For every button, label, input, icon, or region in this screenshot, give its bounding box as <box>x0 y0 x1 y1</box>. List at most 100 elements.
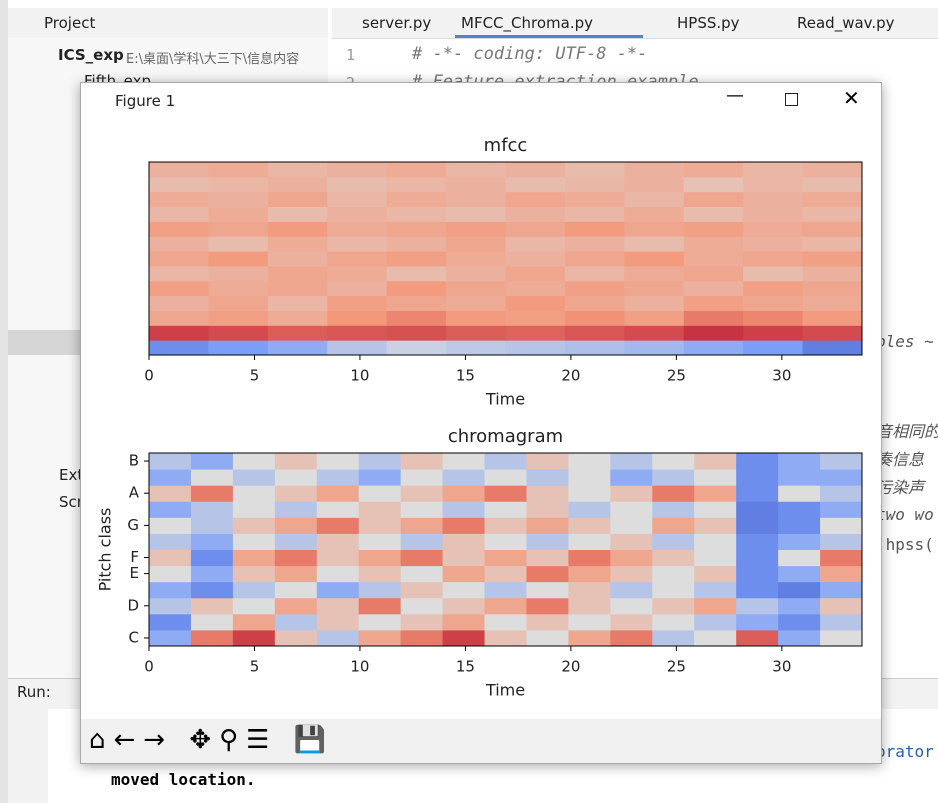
heatmap-cell <box>778 533 821 550</box>
heatmap-cell <box>683 251 744 267</box>
heatmap-cell <box>568 597 611 615</box>
tab[interactable]: MFCC_Chroma.py <box>461 14 593 32</box>
heatmap-cell <box>149 310 209 326</box>
code-fragment: 污染声 <box>876 478 925 497</box>
heatmap-cell <box>505 221 566 237</box>
heatmap-cell <box>149 236 209 252</box>
heatmap-cell <box>484 501 527 518</box>
heatmap-cell <box>610 629 653 647</box>
heatmap-cell <box>743 280 804 297</box>
tab[interactable]: HPSS.py <box>677 14 740 32</box>
heatmap-cell <box>778 453 821 470</box>
heatmap-cell <box>778 517 821 534</box>
x-tick-label: 0 <box>144 658 154 676</box>
x-tick-label: 10 <box>350 658 369 676</box>
heatmap-cell <box>505 162 566 178</box>
heatmap-cell <box>564 265 625 282</box>
heatmap-cell <box>802 176 863 193</box>
x-axis-label: Time <box>485 681 525 700</box>
heatmap-cell <box>568 613 611 631</box>
heatmap-cell <box>274 629 318 647</box>
heatmap-cell <box>564 221 625 237</box>
heatmap-cell <box>778 629 821 647</box>
project-label[interactable]: Project <box>44 14 96 32</box>
heatmap-cell <box>208 325 269 341</box>
x-tick-label: 10 <box>350 367 369 385</box>
heatmap-cell <box>568 565 611 583</box>
heatmap-cell <box>683 295 744 311</box>
heatmap-cell <box>820 501 863 518</box>
close-button[interactable]: ✕ <box>843 86 860 110</box>
heatmap-cell <box>624 280 685 297</box>
heatmap-cell <box>568 549 611 567</box>
heatmap-cell <box>327 191 388 208</box>
heatmap-cell <box>802 265 863 282</box>
heatmap-cell <box>232 549 276 567</box>
tab[interactable]: server.py <box>362 14 432 32</box>
y-tick-label: G <box>127 516 139 534</box>
heatmap-cell <box>802 191 863 208</box>
heatmap-cell <box>526 565 569 583</box>
heatmap-cell <box>564 191 625 208</box>
heatmap-cell <box>149 280 209 297</box>
heatmap-cell <box>484 613 527 631</box>
heatmap-cell <box>149 176 209 193</box>
heatmap-cell <box>274 517 318 534</box>
heatmap-cell <box>743 162 804 178</box>
toolbar-icons[interactable]: ⌂←→ ✥⚲☰ 💾 <box>89 725 335 755</box>
heatmap-cell <box>149 295 209 311</box>
heatmap-cell <box>526 453 569 470</box>
heatmap-cell <box>568 453 611 470</box>
heatmap-cell <box>208 191 269 208</box>
heatmap-cell <box>274 533 318 550</box>
tree-item[interactable]: Scr <box>59 493 83 511</box>
maximize-button[interactable] <box>785 93 798 106</box>
heatmap-cell <box>610 597 653 615</box>
run-label: Run: <box>17 683 51 701</box>
heatmap-cell <box>232 533 276 550</box>
heatmap-cell <box>190 469 234 486</box>
heatmap-cell <box>358 517 402 534</box>
heatmap-cell <box>820 565 863 583</box>
heatmap-cell <box>526 485 569 502</box>
heatmap-cell <box>442 613 486 631</box>
heatmap-cell <box>316 613 360 631</box>
heatmap-cell <box>568 581 611 599</box>
heatmap-cell <box>820 453 863 470</box>
heatmap-cell <box>358 469 402 486</box>
heatmap-cell <box>652 453 695 470</box>
tree-item[interactable]: Ext <box>59 466 84 484</box>
heatmap-cell <box>564 295 625 311</box>
heatmap-cell <box>327 162 388 178</box>
heatmap-cell <box>208 265 269 282</box>
x-tick-label: 30 <box>772 658 791 676</box>
heatmap-cell <box>274 597 318 615</box>
heatmap-cell <box>446 310 506 326</box>
heatmap-cell <box>652 469 695 486</box>
x-tick-label: 20 <box>561 367 580 385</box>
heatmap-cell <box>694 517 737 534</box>
heatmap-cell <box>274 469 318 486</box>
heatmap-cell <box>610 533 653 550</box>
heatmap-cell <box>683 310 744 326</box>
heatmap-cell <box>683 280 744 297</box>
heatmap-cell <box>316 581 360 599</box>
heatmap-cell <box>694 453 737 470</box>
heatmap-cell <box>232 629 276 647</box>
heatmap-cell <box>526 629 569 647</box>
heatmap-cell <box>358 549 402 567</box>
heatmap-cell <box>190 533 234 550</box>
heatmap-cell <box>190 581 234 599</box>
heatmap-cell <box>802 340 863 356</box>
tree-root[interactable]: ICS_exp <box>58 46 124 64</box>
heatmap-cell <box>386 236 447 252</box>
y-tick-label: D <box>127 596 139 614</box>
heatmap-cell <box>267 162 328 178</box>
heatmap-cell <box>316 549 360 567</box>
heatmap-cell <box>802 221 863 237</box>
tab[interactable]: Read_wav.py <box>797 14 895 32</box>
minimize-button[interactable]: — <box>726 85 744 106</box>
heatmap-cell <box>743 340 804 356</box>
heatmap-cell <box>820 597 863 615</box>
heatmap-cell <box>316 597 360 615</box>
